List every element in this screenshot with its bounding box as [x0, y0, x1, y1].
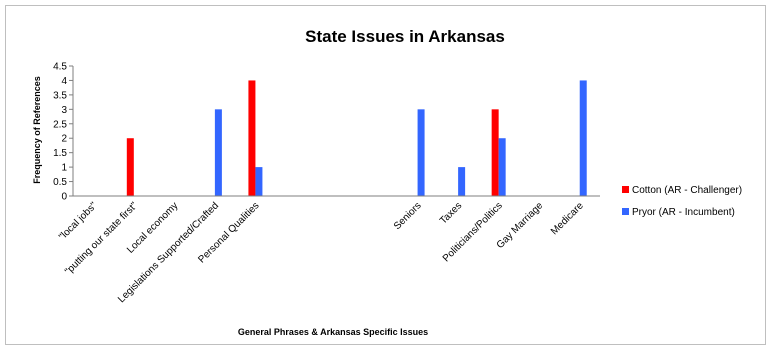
chart-title: State Issues in Arkansas [305, 27, 505, 46]
legend-swatch [622, 208, 629, 215]
x-category-label: Medicare [549, 200, 586, 237]
y-tick-label: 1 [61, 163, 67, 174]
legend-label: Cotton (AR - Challenger) [632, 185, 742, 196]
x-axis-labels: "local jobs""putting our state first"Loc… [57, 200, 586, 305]
x-category-label: "local jobs" [57, 200, 100, 243]
y-tick-label: 1.5 [53, 148, 67, 159]
x-axis-title: General Phrases & Arkansas Specific Issu… [238, 327, 428, 337]
bar-pryor [579, 80, 587, 196]
x-category-label: "putting our state first" [63, 200, 140, 277]
legend-swatch [622, 186, 629, 193]
y-tick-label: 0 [61, 192, 67, 203]
y-axis-title: Frequency of References [32, 76, 42, 184]
y-tick-label: 2 [61, 134, 67, 145]
x-category-label: Seniors [392, 200, 424, 232]
bar-cotton [126, 138, 134, 196]
y-tick-label: 2.5 [53, 119, 67, 130]
legend-label: Pryor (AR - Incumbent) [632, 207, 735, 218]
bar-pryor [255, 167, 263, 196]
bars [126, 80, 587, 196]
bar-pryor [214, 109, 222, 196]
x-category-label: Taxes [438, 200, 464, 226]
bar-pryor [458, 167, 466, 196]
bar-pryor [498, 138, 506, 196]
legend: Cotton (AR - Challenger) Pryor (AR - Incu… [622, 185, 742, 218]
y-tick-label: 3.5 [53, 90, 67, 101]
y-tick-label: 3 [61, 105, 67, 116]
bar-cotton [248, 80, 256, 196]
y-tick-label: 4.5 [53, 62, 67, 73]
y-tick-label: 4 [61, 76, 67, 87]
y-tick-label: 0.5 [53, 177, 67, 188]
bar-cotton [491, 109, 499, 196]
y-axis-ticks: 0 0.5 1 1.5 2 2.5 3 3.5 4 4.5 [53, 62, 73, 203]
bar-pryor [417, 109, 425, 196]
